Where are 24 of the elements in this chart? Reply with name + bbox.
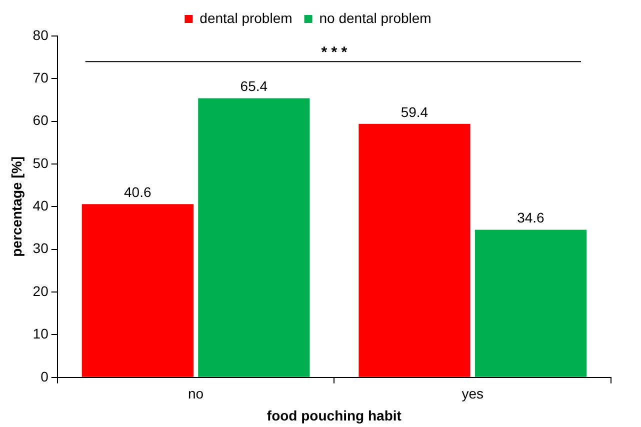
x-tick-label: no [188,386,204,402]
y-tick-label: 50 [32,154,49,171]
legend-label: dental problem [200,10,292,26]
bar [474,230,587,377]
y-tick-label: 60 [32,112,49,128]
data-label: 59.4 [400,104,428,120]
legend-label: no dental problem [319,10,432,26]
data-label: 34.6 [517,210,545,226]
data-label: 40.6 [124,184,152,200]
x-axis-title: food pouching habit [266,407,402,424]
x-tick-label: yes [462,386,484,402]
y-tick-label: 70 [32,70,49,86]
bar [358,124,470,377]
y-tick-label: 0 [40,368,49,384]
bar [82,204,194,377]
y-tick-label: 10 [32,326,49,342]
ref-line-label: * * * [321,44,348,62]
y-tick-label: 20 [32,282,49,299]
data-label: 65.4 [240,78,268,94]
bar [198,98,310,377]
y-axis-title: percentage [%] [8,156,24,257]
y-tick-label: 80 [32,26,49,43]
y-tick-label: 30 [32,240,49,256]
y-tick-label: 40 [32,198,49,214]
